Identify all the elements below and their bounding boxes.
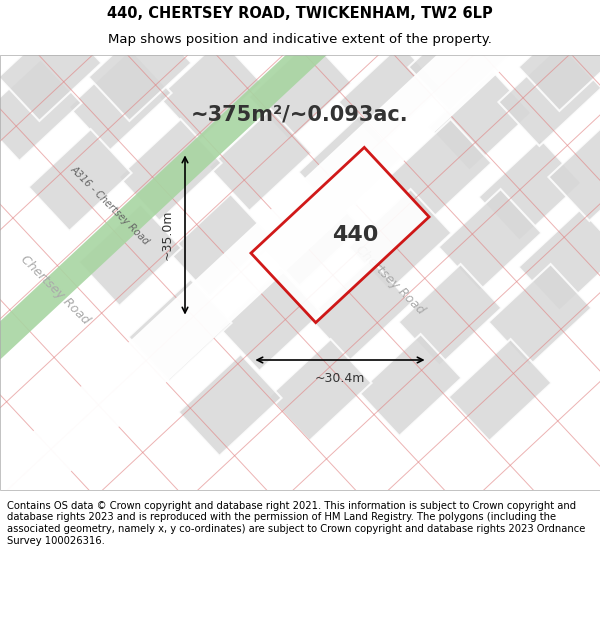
Polygon shape [349,189,452,291]
Text: ~35.0m: ~35.0m [161,210,173,260]
Polygon shape [298,114,401,216]
Text: A316 - Chertsey Road: A316 - Chertsey Road [68,164,151,246]
Polygon shape [0,59,82,161]
Polygon shape [488,264,592,366]
Text: 440, CHERTSEY ROAD, TWICKENHAM, TW2 6LP: 440, CHERTSEY ROAD, TWICKENHAM, TW2 6LP [107,6,493,21]
Polygon shape [128,279,232,381]
Polygon shape [88,19,191,121]
Polygon shape [478,139,581,241]
Polygon shape [518,9,600,111]
Text: Contains OS data © Crown copyright and database right 2021. This information is : Contains OS data © Crown copyright and d… [7,501,586,546]
Polygon shape [248,39,352,141]
Polygon shape [308,259,412,361]
Polygon shape [169,194,272,296]
Polygon shape [409,9,512,111]
Polygon shape [118,119,221,221]
Text: ~375m²/~0.093ac.: ~375m²/~0.093ac. [191,105,409,125]
Text: Chertsey Road: Chertsey Road [18,253,92,327]
Polygon shape [178,354,281,456]
Polygon shape [251,148,429,322]
Text: ~30.4m: ~30.4m [315,371,365,384]
Polygon shape [428,69,532,171]
Polygon shape [0,19,101,121]
Polygon shape [0,0,600,547]
Polygon shape [518,209,600,311]
Polygon shape [439,189,542,291]
Polygon shape [79,204,182,306]
Polygon shape [68,49,172,151]
Polygon shape [388,119,491,221]
Polygon shape [548,119,600,221]
Polygon shape [358,334,461,436]
Polygon shape [0,0,369,425]
Text: 440: 440 [332,225,378,245]
Polygon shape [338,44,442,146]
Polygon shape [398,264,502,366]
Polygon shape [218,269,322,371]
Polygon shape [259,184,362,286]
Polygon shape [499,44,600,146]
Polygon shape [208,109,311,211]
Polygon shape [448,339,551,441]
Text: Map shows position and indicative extent of the property.: Map shows position and indicative extent… [108,33,492,46]
Polygon shape [268,339,371,441]
Text: Chertsey Road: Chertsey Road [353,243,427,317]
Polygon shape [28,129,131,231]
Polygon shape [158,39,262,141]
